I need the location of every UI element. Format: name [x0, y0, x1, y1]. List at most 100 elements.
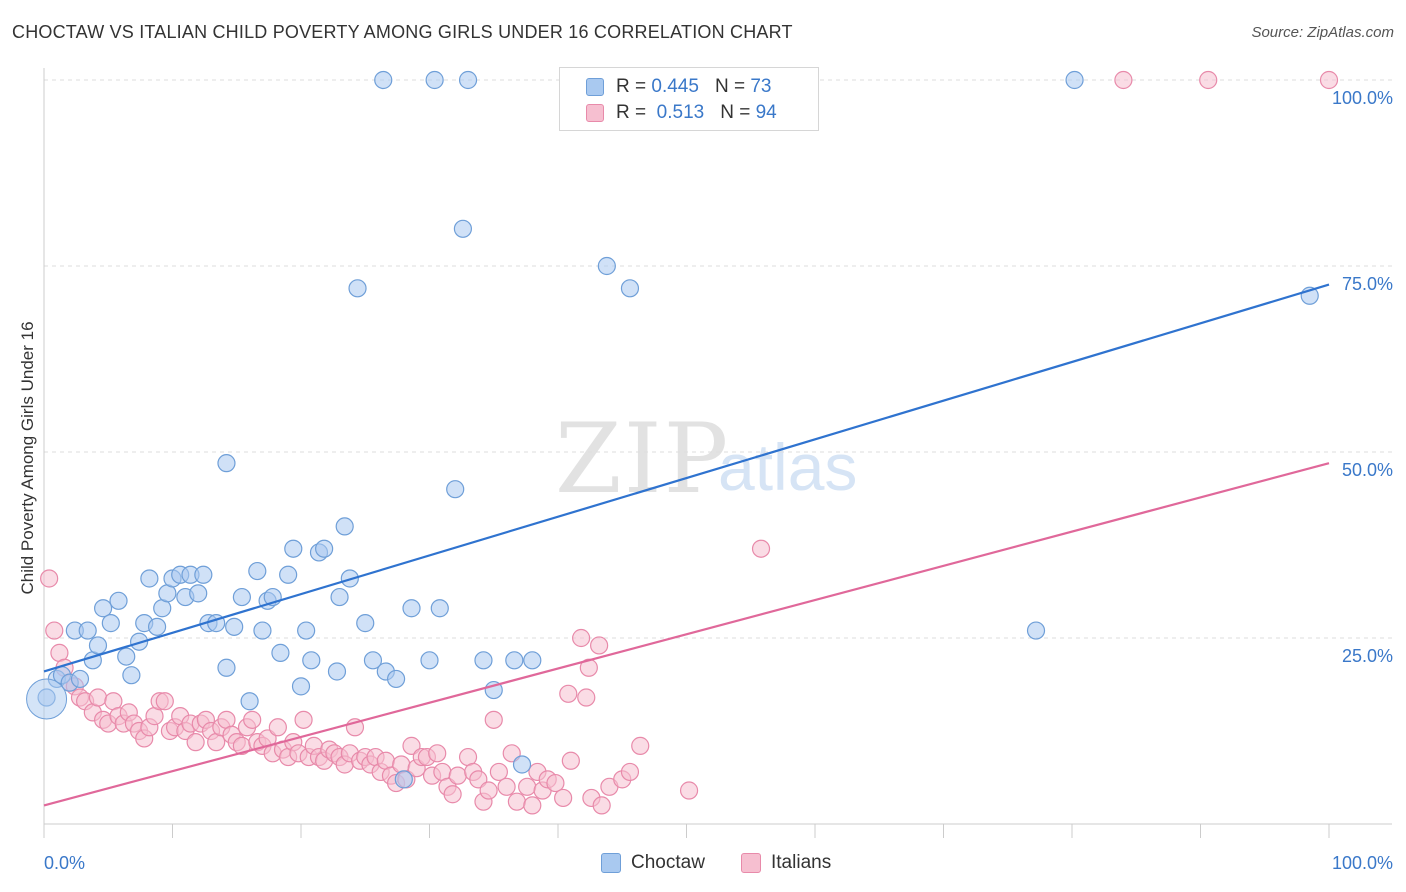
y-tick-label: 100.0% [1332, 88, 1393, 108]
choctaw-point [430, 599, 449, 618]
choctaw-point [101, 614, 120, 633]
choctaw-point [271, 643, 290, 662]
choctaw-point [284, 539, 303, 558]
italians-point [402, 736, 421, 755]
bottom-legend-italians: Italians [741, 852, 831, 874]
choctaw-point [425, 70, 444, 90]
italians-point [88, 688, 108, 707]
italians-point [1199, 70, 1218, 90]
choctaw-point [248, 561, 267, 581]
legend-r-label: R = [616, 76, 647, 97]
italians-point [45, 621, 64, 640]
italians-legend-label: Italians [771, 852, 832, 873]
italians-point [469, 770, 488, 789]
y-axis-label: Child Poverty Among Girls Under 16 [18, 321, 37, 594]
legend-n-value: 94 [755, 102, 777, 123]
choctaw-point [194, 565, 213, 584]
correlation-legend: R = 0.445 N = 73 R = 0.513 N = 94 [559, 67, 819, 131]
choctaw-point [523, 651, 542, 670]
italians-point [559, 684, 578, 703]
italians-point [518, 777, 537, 796]
italians-point [489, 762, 508, 782]
choctaw-point [374, 70, 393, 90]
watermark-atlas: atlas [718, 430, 857, 504]
choctaw-legend-label: Choctaw [631, 852, 705, 873]
italians-swatch [586, 104, 604, 122]
choctaw-point [78, 621, 97, 640]
italians-point [294, 710, 313, 729]
italians-point [546, 773, 565, 793]
choctaw-point [315, 539, 334, 558]
italians-point [620, 762, 640, 782]
legend-n-label: N = [714, 76, 746, 97]
choctaw-point [189, 584, 208, 603]
italians-point [502, 744, 521, 763]
italians-point [1114, 70, 1133, 90]
italians-point [577, 688, 596, 707]
trend-lines [43, 283, 1330, 807]
choctaw-point [394, 770, 413, 789]
italians-point [268, 718, 287, 737]
choctaw-legend-swatch [601, 853, 621, 873]
choctaw-point [217, 658, 236, 677]
source-credit: Source: ZipAtlas.com [1251, 24, 1394, 41]
choctaw-point [94, 599, 113, 618]
choctaw-point [458, 70, 478, 90]
y-tick-label: 75.0% [1342, 274, 1393, 294]
tick-labels: 25.0% 50.0% 75.0% 100.0% 0.0% 100.0% [44, 88, 1393, 873]
legend-r-label: R = [616, 102, 647, 123]
choctaw-point [302, 651, 321, 670]
choctaw-point [512, 755, 532, 774]
gridlines [44, 79, 1392, 639]
choctaw-point [420, 651, 439, 670]
italians-point [561, 751, 580, 770]
choctaw-point [402, 599, 421, 618]
choctaw-point [1065, 70, 1084, 90]
italians-point [1319, 70, 1339, 90]
choctaw-point [386, 669, 406, 689]
legend-n-value: 73 [750, 76, 772, 97]
choctaw-point [335, 517, 354, 536]
choctaw-swatch [586, 78, 604, 96]
choctaw-point [240, 692, 259, 711]
italians-point [479, 781, 498, 800]
italians-point [631, 736, 650, 755]
choctaw-point [474, 651, 493, 670]
choctaw-point [232, 587, 251, 607]
italians-point [243, 710, 262, 729]
choctaw-point [26, 678, 68, 720]
choctaw-point [147, 617, 167, 636]
choctaw-point [297, 621, 316, 640]
choctaw-point [446, 480, 465, 499]
italians-point [592, 796, 611, 815]
legend-n-label: N = [720, 102, 751, 123]
italians-point [507, 792, 526, 811]
choctaw-point [505, 651, 524, 670]
choctaw-point [1026, 621, 1046, 640]
choctaw-point [140, 569, 159, 588]
choctaw-point [117, 647, 136, 666]
y-tick-label: 25.0% [1342, 646, 1393, 666]
choctaw-point [356, 614, 375, 633]
italians-legend-swatch [741, 853, 761, 873]
choctaw-point [109, 591, 128, 610]
italians-point [428, 744, 447, 763]
choctaw-point [225, 617, 244, 636]
choctaw-point [291, 677, 311, 696]
choctaw-point [330, 587, 349, 607]
legend-r-value: 0.445 [651, 76, 699, 97]
choctaw-point [122, 666, 141, 685]
italians-point [590, 636, 609, 655]
y-tick-label: 50.0% [1342, 460, 1393, 480]
choctaw-point [279, 565, 298, 584]
chart-title: CHOCTAW VS ITALIAN CHILD POVERTY AMONG G… [12, 22, 793, 42]
choctaw-point [363, 651, 383, 670]
legend-row-choctaw: R = 0.445 N = 73 [586, 75, 771, 99]
x-tick-label: 0.0% [44, 853, 85, 873]
choctaw-point [70, 669, 90, 689]
italians-point [751, 539, 771, 558]
choctaw-point [453, 219, 473, 238]
choctaw-point [348, 279, 367, 298]
italians-points [40, 70, 1339, 815]
